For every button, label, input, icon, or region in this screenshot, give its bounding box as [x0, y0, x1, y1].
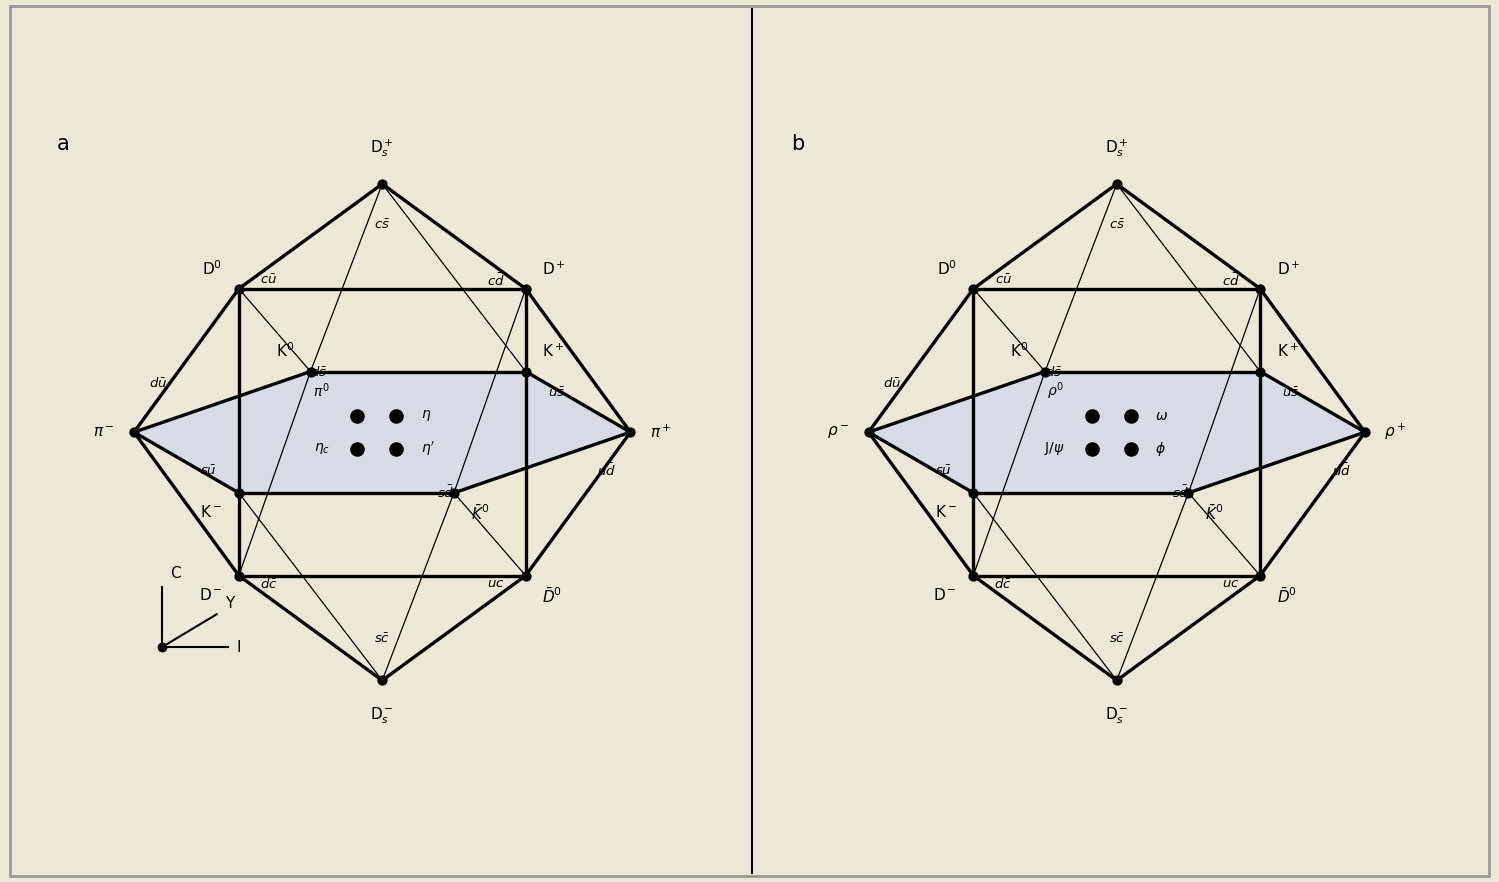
Text: D$^+$: D$^+$	[1277, 260, 1301, 278]
Text: $c\bar{d}$: $c\bar{d}$	[487, 273, 505, 288]
Point	[856, 425, 880, 439]
Text: $s\bar{d}$: $s\bar{d}$	[438, 484, 454, 501]
Text: $c\bar{s}$: $c\bar{s}$	[375, 219, 390, 232]
Point	[961, 569, 985, 583]
Text: K$^0$: K$^0$	[276, 341, 294, 361]
Point	[1249, 569, 1273, 583]
Text: K$^+$: K$^+$	[1277, 343, 1298, 361]
Text: $\eta$: $\eta$	[421, 408, 432, 423]
Text: D$^+$: D$^+$	[543, 260, 567, 278]
Text: $s\bar{u}$: $s\bar{u}$	[934, 464, 952, 477]
Point	[1118, 442, 1142, 456]
Point	[442, 486, 466, 500]
Point	[514, 364, 538, 378]
Point	[370, 177, 394, 191]
Polygon shape	[868, 371, 1366, 493]
Text: $d\bar{u}$: $d\bar{u}$	[883, 376, 901, 390]
Text: b: b	[791, 134, 805, 154]
Text: $\rho^0$: $\rho^0$	[1048, 380, 1064, 401]
Point	[1079, 408, 1103, 422]
Text: D$^-$: D$^-$	[932, 587, 956, 602]
Point	[961, 281, 985, 295]
Text: $u\bar{c}$: $u\bar{c}$	[1222, 577, 1240, 591]
Text: $\rho^+$: $\rho^+$	[1384, 422, 1406, 443]
Text: $u\bar{d}$: $u\bar{d}$	[1333, 462, 1351, 479]
Point	[1118, 408, 1142, 422]
Text: K$^+$: K$^+$	[543, 343, 564, 361]
Text: $\eta'$: $\eta'$	[421, 439, 435, 458]
Text: $c\bar{d}$: $c\bar{d}$	[1222, 273, 1240, 288]
Point	[1177, 486, 1201, 500]
Point	[370, 673, 394, 687]
Point	[1105, 673, 1129, 687]
Point	[1354, 425, 1378, 439]
Text: D$^0$: D$^0$	[937, 259, 956, 278]
Text: $c\bar{u}$: $c\bar{u}$	[261, 273, 277, 288]
Text: $\pi^0$: $\pi^0$	[313, 382, 330, 400]
Point	[619, 425, 643, 439]
Text: $\omega$: $\omega$	[1156, 408, 1168, 422]
Text: $d\bar{c}$: $d\bar{c}$	[994, 577, 1012, 591]
Point	[226, 281, 250, 295]
Point	[514, 281, 538, 295]
Text: $s\bar{c}$: $s\bar{c}$	[1109, 632, 1124, 646]
Text: I: I	[235, 639, 240, 654]
Text: J/$\psi$: J/$\psi$	[1043, 440, 1064, 457]
Text: $s\bar{d}$: $s\bar{d}$	[1172, 484, 1189, 501]
Text: $u\bar{c}$: $u\bar{c}$	[487, 577, 505, 591]
Text: $\bar{D}^0$: $\bar{D}^0$	[543, 587, 562, 606]
Point	[1249, 364, 1273, 378]
Text: $\rho^-$: $\rho^-$	[827, 423, 850, 441]
Text: K$^-$: K$^-$	[201, 504, 222, 519]
Text: $d\bar{u}$: $d\bar{u}$	[148, 376, 166, 390]
Point	[384, 408, 408, 422]
Point	[961, 486, 985, 500]
Point	[226, 569, 250, 583]
Text: D$_s^-$: D$_s^-$	[370, 706, 394, 726]
Polygon shape	[133, 371, 631, 493]
Text: $u\bar{d}$: $u\bar{d}$	[598, 462, 616, 479]
Text: K$^-$: K$^-$	[935, 504, 956, 519]
Text: D$^-$: D$^-$	[198, 587, 222, 602]
Point	[345, 408, 369, 422]
Point	[1249, 281, 1273, 295]
Text: $\phi$: $\phi$	[1156, 440, 1166, 458]
Point	[150, 640, 174, 654]
Point	[121, 425, 145, 439]
Text: $u\bar{s}$: $u\bar{s}$	[547, 387, 565, 400]
Text: $d\bar{s}$: $d\bar{s}$	[1045, 364, 1061, 378]
Text: $\pi^-$: $\pi^-$	[93, 424, 115, 440]
Point	[514, 569, 538, 583]
Text: $\pi^+$: $\pi^+$	[649, 423, 672, 441]
Point	[345, 442, 369, 456]
Text: D$_s^-$: D$_s^-$	[1105, 706, 1129, 726]
Text: $u\bar{s}$: $u\bar{s}$	[1282, 387, 1300, 400]
Text: C: C	[169, 566, 180, 581]
Point	[384, 442, 408, 456]
Text: D$_s^+$: D$_s^+$	[370, 138, 394, 159]
Text: $s\bar{c}$: $s\bar{c}$	[375, 632, 390, 646]
Text: $c\bar{u}$: $c\bar{u}$	[995, 273, 1012, 288]
Point	[1079, 442, 1103, 456]
Text: Y: Y	[225, 596, 234, 611]
Point	[1105, 177, 1129, 191]
Text: $d\bar{s}$: $d\bar{s}$	[310, 364, 327, 378]
Text: D$_s^+$: D$_s^+$	[1105, 138, 1129, 159]
Text: $s\bar{u}$: $s\bar{u}$	[199, 464, 217, 477]
Text: $\bar{K}^0$: $\bar{K}^0$	[1205, 504, 1223, 523]
Point	[226, 486, 250, 500]
Point	[1033, 364, 1057, 378]
Text: $\bar{D}^0$: $\bar{D}^0$	[1277, 587, 1297, 606]
Text: $d\bar{c}$: $d\bar{c}$	[259, 577, 277, 591]
Text: $\bar{K}^0$: $\bar{K}^0$	[471, 504, 489, 523]
Text: D$^0$: D$^0$	[202, 259, 222, 278]
Point	[298, 364, 322, 378]
Text: a: a	[57, 134, 69, 154]
Text: K$^0$: K$^0$	[1010, 341, 1028, 361]
Text: $c\bar{s}$: $c\bar{s}$	[1109, 219, 1124, 232]
Text: $\eta_c$: $\eta_c$	[313, 441, 330, 456]
